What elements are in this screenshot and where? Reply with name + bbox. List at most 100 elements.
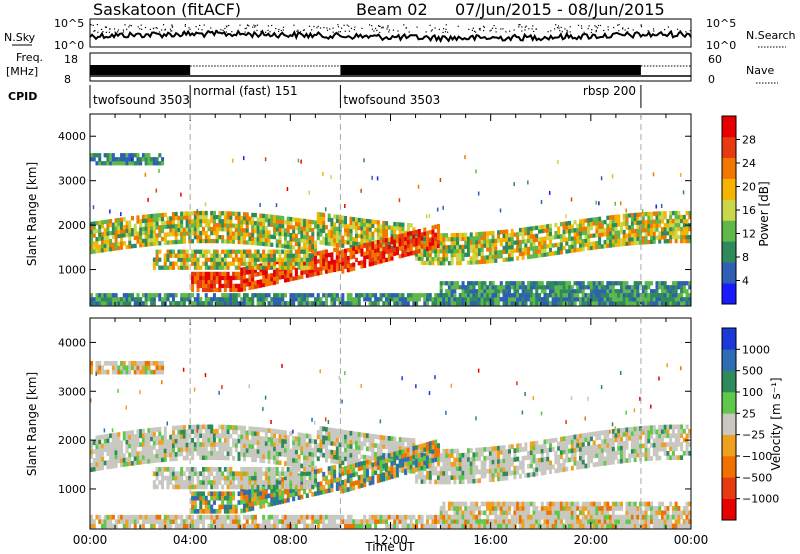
power-cell	[420, 252, 424, 257]
power-cell	[333, 222, 337, 227]
power-cell	[319, 266, 323, 271]
power-cell	[609, 227, 613, 232]
velocity-cell	[215, 450, 219, 456]
power-cell	[166, 249, 170, 254]
power-cell	[502, 285, 506, 290]
velocity-cell	[193, 500, 197, 505]
power-cell	[204, 230, 208, 236]
power-cell	[229, 293, 233, 298]
power-cell	[619, 281, 623, 286]
velocity-cell	[207, 433, 211, 438]
velocity-cell	[161, 475, 165, 481]
power-cell	[130, 228, 135, 233]
power-cell	[196, 301, 200, 306]
velocity-cell	[283, 484, 287, 490]
power-cell	[218, 257, 222, 262]
power-cell	[100, 240, 104, 245]
power-cell	[671, 289, 675, 294]
power-cell	[401, 293, 405, 298]
velocity-cell	[275, 446, 279, 452]
power-cell	[202, 214, 206, 220]
power-cell	[349, 236, 353, 242]
velocity-cell	[256, 484, 260, 490]
power-cell	[663, 223, 667, 228]
power-cell	[568, 220, 572, 226]
power-cell	[363, 259, 367, 264]
power-cell	[346, 240, 350, 245]
velocity-cell	[319, 481, 323, 487]
power-cell	[212, 297, 216, 302]
power-cell	[439, 289, 443, 294]
power-cell	[144, 293, 148, 298]
power-cell	[393, 233, 397, 239]
velocity-cell	[245, 494, 249, 499]
power-cell	[180, 219, 184, 224]
power-cell	[439, 281, 443, 286]
velocity-cell	[223, 491, 227, 497]
velocity-cell	[171, 447, 175, 453]
power-cell	[111, 301, 115, 306]
power-cell	[524, 289, 528, 294]
velocity-cell	[163, 444, 167, 449]
power-cell	[207, 271, 211, 277]
power-cell	[619, 297, 623, 302]
velocity-cell	[242, 494, 247, 500]
power-cell	[611, 293, 615, 298]
velocity-cell	[163, 475, 167, 481]
power-cell	[196, 297, 200, 302]
power-cell	[579, 289, 583, 294]
power-cell	[387, 225, 391, 230]
power-cell	[584, 238, 588, 243]
power-cell	[655, 219, 659, 224]
velocity-cell	[180, 451, 184, 457]
velocity-cell	[191, 451, 195, 456]
power-cell	[330, 221, 334, 227]
velocity-cell	[275, 487, 279, 492]
velocity-cell	[100, 519, 104, 524]
noise-search-dot	[495, 31, 497, 33]
velocity-cell	[278, 490, 282, 496]
velocity-cell	[297, 475, 301, 481]
power-cell	[226, 239, 230, 244]
power-cell	[554, 293, 558, 298]
power-cell	[242, 266, 247, 272]
velocity-cell	[245, 514, 249, 520]
velocity-cell	[171, 484, 175, 490]
velocity-cell	[144, 514, 148, 520]
noise-search-dot	[431, 29, 433, 31]
velocity-cell	[251, 480, 255, 485]
velocity-cell	[223, 442, 227, 448]
power-cell	[185, 227, 189, 232]
power-cell	[497, 285, 501, 290]
noise-search-dot	[521, 30, 523, 32]
velocity-cell	[98, 461, 102, 467]
power-cell	[628, 237, 632, 242]
power-cell	[625, 221, 629, 226]
power-cell	[472, 236, 476, 241]
velocity-cell	[223, 508, 227, 514]
power-cell	[232, 235, 236, 240]
velocity-cell	[245, 484, 249, 490]
velocity-cell	[114, 432, 118, 438]
power-cell	[682, 297, 686, 302]
velocity-cell	[202, 484, 206, 490]
power-cell	[98, 157, 102, 162]
power-cell	[103, 153, 107, 158]
power-cell	[182, 231, 186, 236]
power-cell	[480, 281, 484, 286]
power-cell	[262, 233, 266, 239]
velocity-cell	[305, 471, 309, 477]
power-cell	[587, 293, 591, 298]
power-cell	[513, 293, 517, 298]
power-cell	[660, 293, 664, 298]
noise-search-dot	[195, 26, 197, 28]
velocity-cell	[199, 442, 203, 447]
velocity-cell	[120, 444, 124, 450]
power-cell	[636, 293, 640, 298]
velocity-cell	[256, 471, 260, 477]
power-cell	[349, 244, 353, 250]
velocity-cell	[308, 466, 312, 472]
velocity-cell	[174, 480, 178, 485]
velocity-cell	[253, 453, 257, 458]
power-cell	[611, 219, 615, 224]
